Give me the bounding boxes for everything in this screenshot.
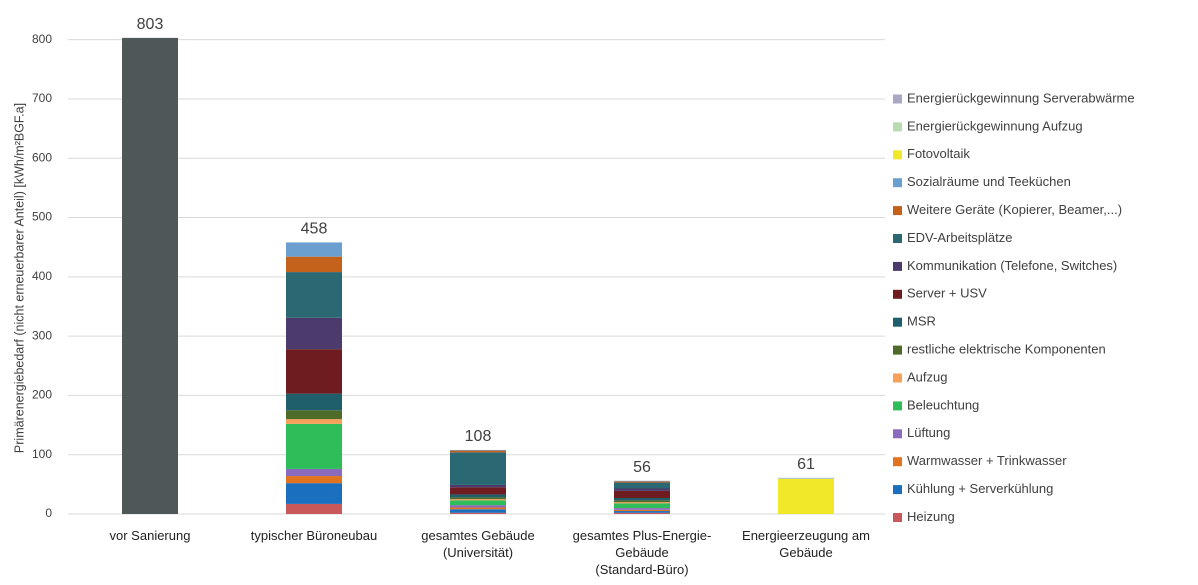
legend-label: Fotovoltaik xyxy=(907,146,970,161)
bar-segment xyxy=(450,505,506,508)
legend-swatch xyxy=(893,234,902,243)
bar-segment xyxy=(614,488,670,491)
legend-swatch xyxy=(893,261,902,271)
y-tick-label: 500 xyxy=(32,210,52,224)
bar-segment xyxy=(614,509,670,512)
legend-label: restliche elektrische Komponenten xyxy=(907,342,1106,357)
bar-segment xyxy=(614,508,670,510)
total-label: 61 xyxy=(797,456,815,473)
bar-segment xyxy=(122,37,178,515)
bar-segment xyxy=(450,497,506,500)
legend-swatch xyxy=(893,94,902,104)
legend-label: Kommunikation (Telefone, Switches) xyxy=(907,258,1117,273)
bar-segment xyxy=(450,487,506,495)
legend-label: Server + USV xyxy=(907,286,987,301)
legend-swatch xyxy=(893,206,902,216)
bar-segment xyxy=(286,393,342,411)
y-tick-label: 700 xyxy=(32,91,52,105)
legend-label: MSR xyxy=(907,314,936,329)
legend-swatch xyxy=(893,317,902,327)
legend-swatch xyxy=(893,401,902,411)
bar-segment xyxy=(450,450,506,453)
y-tick-label: 800 xyxy=(32,32,52,46)
bar-segment xyxy=(286,410,342,420)
legend-label: Aufzug xyxy=(907,369,947,384)
legend-label: Energierückgewinnung Aufzug xyxy=(907,118,1083,133)
bar-segment xyxy=(778,479,834,514)
bar-segment xyxy=(614,481,670,483)
legend-swatch xyxy=(893,150,902,160)
legend-label: Kühlung + Serverkühlung xyxy=(907,481,1053,496)
bar-segment xyxy=(286,423,342,469)
legend-swatch xyxy=(893,485,902,495)
bar-segment xyxy=(450,509,506,513)
total-label: 56 xyxy=(633,459,651,476)
bar-segment xyxy=(450,512,506,514)
legend-swatch xyxy=(893,373,902,383)
y-tick-label: 400 xyxy=(32,269,52,283)
bar-segment xyxy=(450,484,506,488)
y-tick-label: 600 xyxy=(32,150,52,164)
legend-label: Sozialräume und Teeküchen xyxy=(907,174,1071,189)
x-tick-label: Energieerzeugung am Gebäude xyxy=(742,528,870,560)
legend-label: Lüftung xyxy=(907,425,950,440)
bar-segment xyxy=(450,507,506,510)
legend-swatch xyxy=(893,178,902,188)
x-tick-label: typischer Büroneubau xyxy=(250,528,378,543)
bar-segment xyxy=(614,503,670,509)
x-tick-label: gesamtes Plus-Energie- Gebäude (Standard… xyxy=(572,528,712,577)
legend-label: Warmwasser + Trinkwasser xyxy=(907,453,1067,468)
x-tick-label: vor Sanierung xyxy=(109,528,191,543)
bar-segment xyxy=(450,449,506,451)
bar-segment xyxy=(286,503,342,514)
legend-swatch xyxy=(893,457,902,467)
bar-segment xyxy=(614,511,670,513)
legend-swatch xyxy=(893,289,902,299)
legend-label: Energierückgewinnung Serverabwärme xyxy=(907,90,1135,105)
legend-swatch xyxy=(893,122,902,132)
bar-segment xyxy=(286,317,342,350)
bar-segment xyxy=(614,502,670,504)
bar-segment xyxy=(286,349,342,394)
legend-label: Beleuchtung xyxy=(907,397,979,412)
total-label: 108 xyxy=(465,428,492,445)
bar-segment xyxy=(450,452,506,485)
legend-swatch xyxy=(893,345,902,355)
bar-segment xyxy=(614,480,670,482)
y-tick-label: 100 xyxy=(32,447,52,461)
bar-segment xyxy=(286,468,342,477)
bar-segment xyxy=(286,483,342,504)
bar-segment xyxy=(614,490,670,498)
bar-segment xyxy=(778,478,834,480)
bar-segment xyxy=(614,512,670,514)
bar-segment xyxy=(450,499,506,501)
bar-segment xyxy=(286,419,342,424)
bar-segment xyxy=(614,500,670,503)
bar-segment xyxy=(286,256,342,273)
y-tick-label: 300 xyxy=(32,328,52,342)
legend-label: Weitere Geräte (Kopierer, Beamer,...) xyxy=(907,202,1122,217)
bar-segment xyxy=(286,242,342,257)
total-label: 458 xyxy=(301,221,328,238)
bar-segment xyxy=(450,500,506,506)
bar-segment xyxy=(778,477,834,479)
y-tick-label: 0 xyxy=(45,506,52,520)
legend-label: EDV-Arbeitsplätze xyxy=(907,230,1013,245)
bar-segment xyxy=(286,476,342,484)
bar-segment xyxy=(450,494,506,498)
legend-swatch xyxy=(893,429,902,439)
total-label: 803 xyxy=(137,16,164,33)
bar-segment xyxy=(286,272,342,318)
legend-swatch xyxy=(893,513,902,522)
bar-segment xyxy=(614,497,670,501)
y-axis-label: Primärenergiebedarf (nicht erneuerbarer … xyxy=(12,103,26,453)
legend-label: Heizung xyxy=(907,509,955,524)
y-tick-label: 200 xyxy=(32,388,52,402)
x-tick-label: gesamtes Gebäude (Universität) xyxy=(421,528,535,560)
bar-segment xyxy=(614,482,670,489)
